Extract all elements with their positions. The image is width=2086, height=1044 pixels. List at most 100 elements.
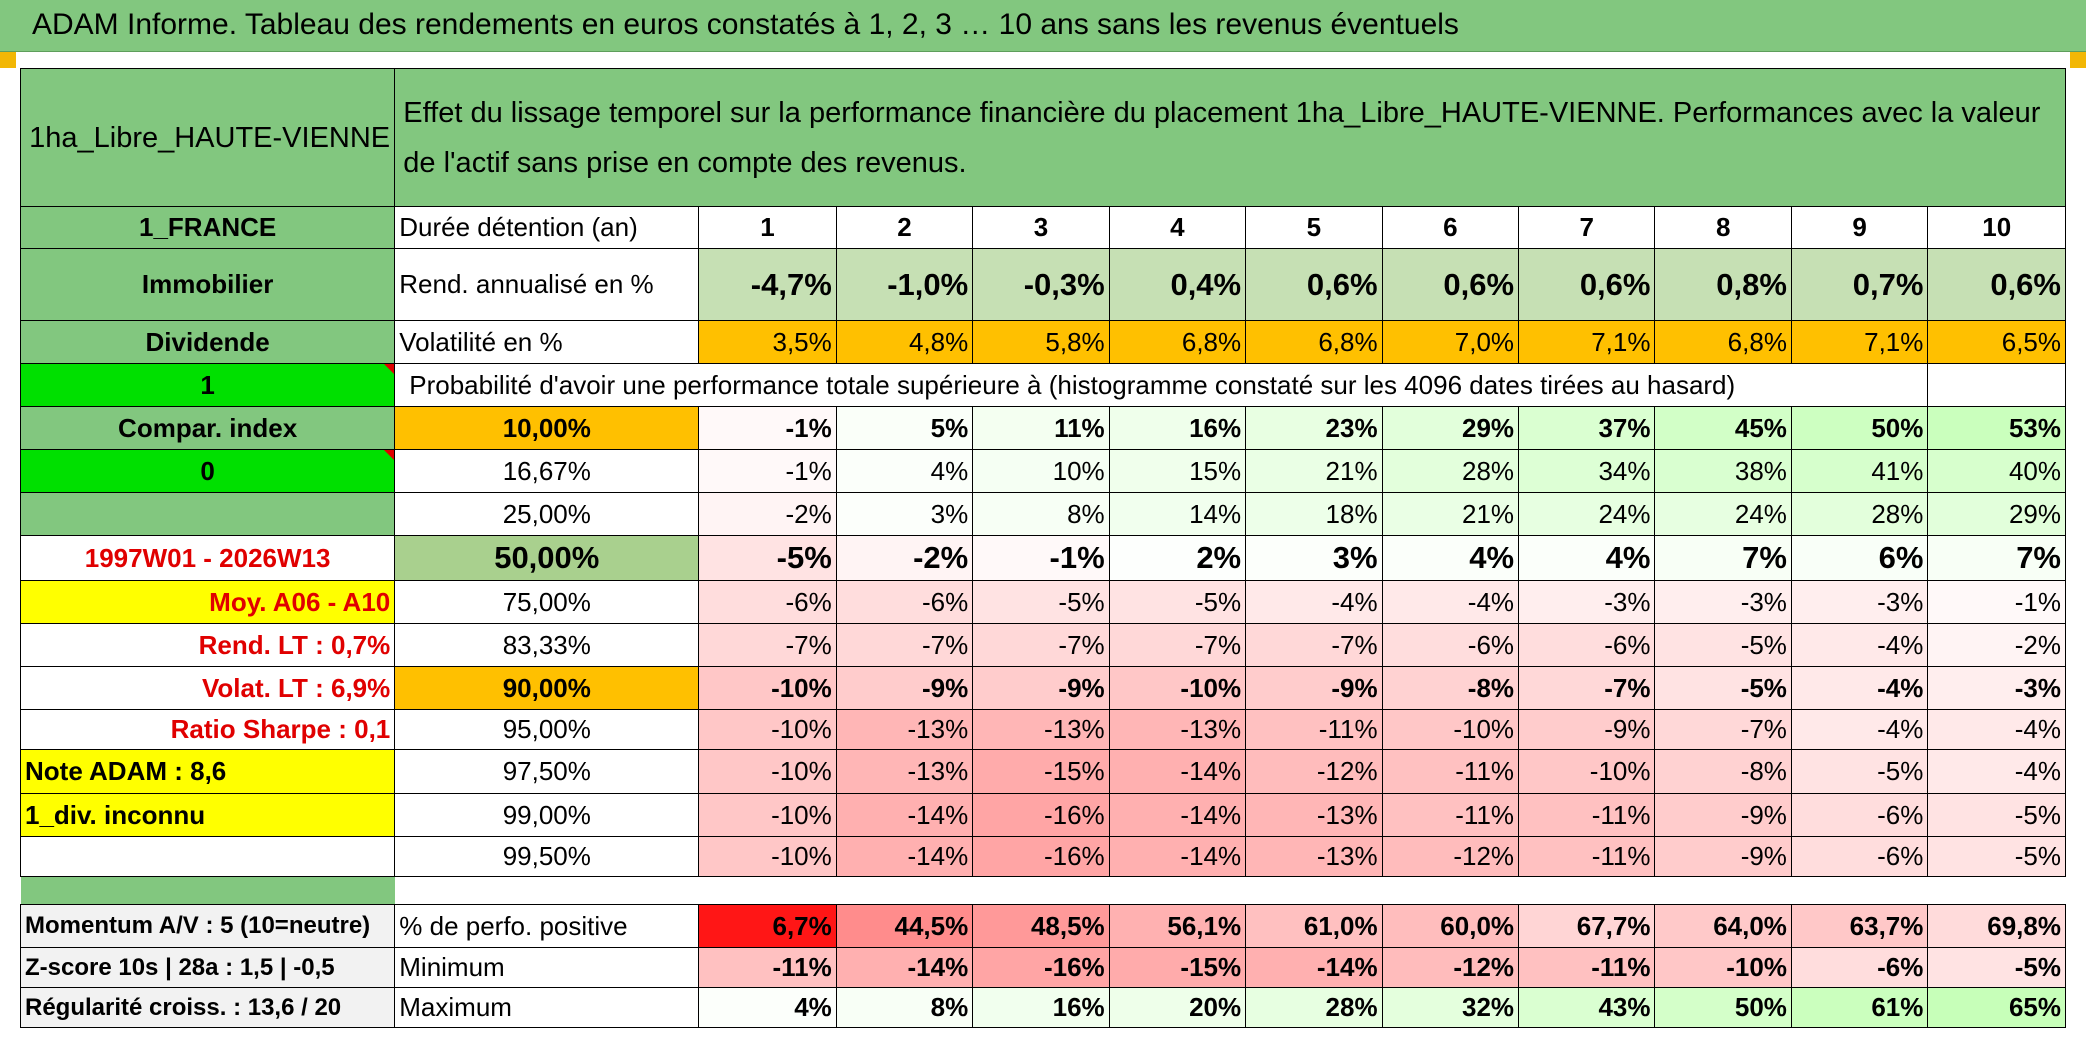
row-pos-cell: 69,8%	[1927, 904, 2066, 948]
percentile-value: -10%	[1518, 749, 1656, 794]
row-years-cell: 2	[835, 206, 974, 249]
row-rend-cell: 0,4%	[1108, 248, 1247, 321]
percentile-value: -11%	[1381, 793, 1520, 837]
percentile-value: -6%	[835, 580, 974, 624]
percentile-value: -8%	[1654, 749, 1792, 794]
spacer-green	[20, 876, 395, 905]
selector-value-1[interactable]: 1	[19, 363, 396, 407]
selector-value-0[interactable]: 0	[19, 449, 396, 493]
percentile-value: -7%	[698, 623, 837, 667]
row-min-cell: -10%	[1654, 947, 1792, 988]
percentile-value: -14%	[835, 836, 974, 877]
row-min-cell: -11%	[1518, 947, 1656, 988]
percentile-value: 21%	[1381, 492, 1520, 536]
percentile-value: -11%	[1518, 836, 1656, 877]
percentile-value: -1%	[698, 449, 837, 493]
table-description: Effet du lissage temporel sur la perform…	[394, 68, 2066, 207]
percentile-value: 24%	[1654, 492, 1792, 536]
volat-label: Volatilité en %	[394, 320, 700, 364]
percentile-value: -10%	[698, 709, 837, 750]
percentile-value: 5%	[835, 406, 974, 450]
percentile-value: -4%	[1790, 666, 1929, 710]
row-rend-cell: 0,6%	[1245, 248, 1383, 321]
percentile-value: 7%	[1927, 535, 2066, 581]
compar-index-label: Compar. index	[19, 406, 396, 450]
note-adam-label: Note ADAM : 8,6	[19, 749, 396, 794]
row-rend-cell: -0,3%	[972, 248, 1110, 321]
row-volat-cell: 6,8%	[1108, 320, 1247, 364]
row-min-cell: -14%	[1245, 947, 1383, 988]
row-min-cell: -5%	[1927, 947, 2066, 988]
percentile-value: 34%	[1518, 449, 1656, 493]
percentile-value: 50%	[1790, 406, 1929, 450]
percentile-value: 28%	[1381, 449, 1520, 493]
percentile-label: 50,00%	[394, 535, 700, 581]
percentile-value: 6%	[1790, 535, 1929, 581]
percentile-value: 53%	[1927, 406, 2066, 450]
empty-cell	[1927, 363, 2066, 407]
percentile-value: -5%	[1927, 836, 2066, 877]
percentile-value: -3%	[1790, 580, 1929, 624]
blank-green-cell	[19, 492, 396, 536]
row-pos-cell: 64,0%	[1654, 904, 1792, 948]
row-max-cell: 50%	[1654, 987, 1792, 1028]
percentile-value: -9%	[1654, 836, 1792, 877]
percentile-value: -3%	[1654, 580, 1792, 624]
report-title: ADAM Informe. Tableau des rendements en …	[32, 8, 1459, 41]
percentile-value: -7%	[1108, 623, 1247, 667]
percentile-value: -1%	[972, 535, 1110, 581]
div-inconnu-label: 1_div. inconnu	[19, 793, 396, 837]
row-volat-cell: 3,5%	[698, 320, 837, 364]
percentile-label: 25,00%	[394, 492, 700, 536]
percentile-value: 23%	[1245, 406, 1383, 450]
row-volat-cell: 6,8%	[1654, 320, 1792, 364]
row-pos-cell: 60,0%	[1381, 904, 1520, 948]
row-volat-cell: 6,5%	[1927, 320, 2066, 364]
row-rend-cell: -1,0%	[835, 248, 974, 321]
row-pos-cell: 61,0%	[1245, 904, 1383, 948]
percentile-value: -10%	[698, 666, 837, 710]
percentile-value: -13%	[1245, 836, 1383, 877]
percentile-value: -12%	[1245, 749, 1383, 794]
row-years-cell: 1	[698, 206, 837, 249]
percentile-value: -4%	[1790, 709, 1929, 750]
percentile-value: 28%	[1790, 492, 1929, 536]
percentile-value: -5%	[972, 580, 1110, 624]
row-max-cell: 43%	[1518, 987, 1656, 1028]
rend-lt-label: Rend. LT : 0,7%	[19, 623, 396, 667]
row-max-cell: 8%	[835, 987, 974, 1028]
row-years-cell: 4	[1108, 206, 1247, 249]
percentile-value: 10%	[972, 449, 1110, 493]
duree-label: Durée détention (an)	[394, 206, 700, 249]
percentile-value: -7%	[972, 623, 1110, 667]
percentile-value: -5%	[698, 535, 837, 581]
percentile-value: -1%	[698, 406, 837, 450]
percentile-value: -4%	[1927, 749, 2066, 794]
percentile-value: -11%	[1518, 793, 1656, 837]
percentile-value: -1%	[1927, 580, 2066, 624]
row-rend-cell: 0,7%	[1790, 248, 1929, 321]
percentile-value: 8%	[972, 492, 1110, 536]
blank-cell	[19, 836, 396, 877]
percentile-value: -10%	[698, 836, 837, 877]
percentile-value: -6%	[1518, 623, 1656, 667]
row-pos-cell: 56,1%	[1108, 904, 1247, 948]
percentile-value: -7%	[1518, 666, 1656, 710]
row-volat-cell: 5,8%	[972, 320, 1110, 364]
percentile-value: -13%	[972, 709, 1110, 750]
results-table: 1ha_Libre_HAUTE-VIENNE Effet du lissage …	[19, 68, 2066, 1028]
percentile-value: 2%	[1108, 535, 1247, 581]
percentile-value: -14%	[835, 793, 974, 837]
percentile-value: -9%	[1518, 709, 1656, 750]
percentile-value: 3%	[1245, 535, 1383, 581]
percentile-value: -8%	[1381, 666, 1520, 710]
percentile-value: -11%	[1381, 749, 1520, 794]
percentile-value: -7%	[1245, 623, 1383, 667]
selection-handle-left[interactable]	[0, 52, 16, 68]
volat-lt-label: Volat. LT : 6,9%	[19, 666, 396, 710]
selection-handle-right[interactable]	[2070, 52, 2086, 68]
percentile-value: 15%	[1108, 449, 1247, 493]
percentile-value: -11%	[1245, 709, 1383, 750]
title-bar: ADAM Informe. Tableau des rendements en …	[0, 0, 2086, 52]
ratio-sharpe-label: Ratio Sharpe : 0,1	[19, 709, 396, 750]
